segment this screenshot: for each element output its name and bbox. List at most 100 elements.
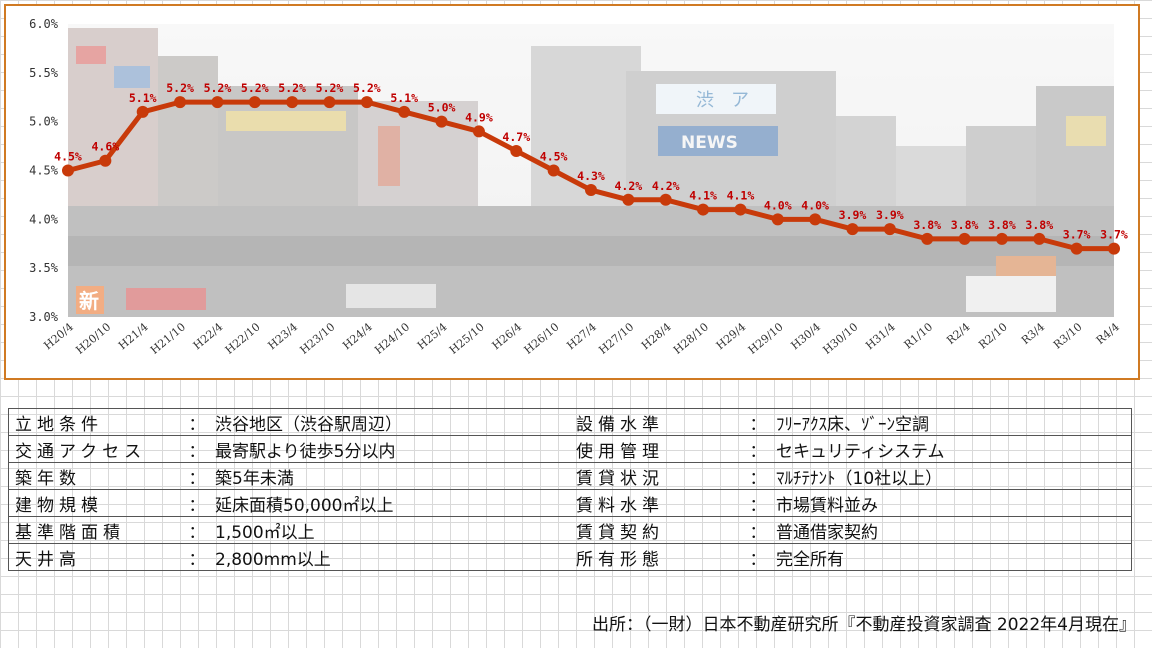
x-tick-label: H28/10	[671, 320, 711, 357]
y-tick-label: 5.5%	[29, 66, 59, 80]
spec-colon: ：	[749, 522, 767, 543]
data-label: 3.9%	[876, 208, 904, 222]
data-point	[174, 96, 187, 109]
x-tick-label: H22/4	[191, 320, 226, 352]
spec-row: 天井高 ： 2,800mm以上	[9, 544, 570, 570]
x-tick-label: H26/10	[522, 320, 562, 357]
spec-colon: ：	[749, 468, 767, 489]
x-tick-label: H25/10	[447, 320, 487, 357]
spec-value: 完全所有	[776, 549, 844, 570]
data-point	[510, 144, 523, 157]
data-label: 5.2%	[278, 81, 306, 95]
data-point	[697, 203, 710, 216]
bg-car	[996, 256, 1056, 276]
spec-label: 所有形態	[576, 549, 664, 570]
spec-row: 基準階面積 ： 1,500㎡以上	[9, 517, 570, 544]
bg-sign	[658, 126, 778, 156]
chart-frame: 渋 ア NEWS 新 6.0% 5.5% 5.0% 4.5% 4.0% 3.5% 3.0% …	[4, 4, 1140, 380]
data-label: 4.5%	[54, 150, 82, 164]
bg-building	[158, 56, 218, 226]
spec-label: 基準階面積	[15, 522, 125, 543]
spec-colon: ：	[188, 468, 206, 489]
data-point	[659, 193, 672, 206]
data-point	[883, 223, 896, 236]
data-label: 3.8%	[1025, 218, 1053, 232]
spec-colon: ：	[188, 522, 206, 543]
spec-label: 立地条件	[15, 414, 103, 435]
data-label: 3.9%	[839, 208, 867, 222]
spec-row: 設備水準 ： ﾌﾘｰｱｸｽ床、ｿﾞｰﾝ空調	[570, 409, 1131, 436]
spec-row: 築年数 ： 築5年未満	[9, 463, 570, 490]
x-tick-label: R3/10	[1051, 320, 1085, 351]
bg-building	[378, 126, 400, 186]
y-tick-label: 4.5%	[29, 164, 59, 178]
bg-building	[226, 111, 346, 131]
x-tick-label: H30/10	[820, 320, 860, 357]
data-label: 5.2%	[353, 81, 381, 95]
x-tick-label: R2/10	[976, 320, 1010, 351]
x-tick-label: H27/10	[596, 320, 636, 357]
x-tick-label: H24/4	[340, 320, 375, 352]
data-label: 4.0%	[801, 198, 829, 212]
data-labels: 4.5% 4.6% 5.1% 5.2% 5.2% 5.2% 5.2% 5.2% 5.2% 5.1%…	[54, 81, 1128, 242]
bg-sign-text: 渋	[696, 90, 714, 111]
x-tick-label: H20/4	[41, 320, 76, 352]
spec-value: 延床面積50,000㎡以上	[215, 495, 394, 516]
bg-sign-text: NEWS	[681, 133, 738, 153]
background-photo: 渋 ア NEWS 新	[68, 24, 1114, 317]
data-point	[958, 232, 971, 245]
x-tick-label: R3/4	[1019, 320, 1047, 347]
spec-row: 賃貸契約 ： 普通借家契約	[570, 517, 1131, 544]
y-tick-label: 6.0%	[29, 17, 59, 31]
spec-row: 使用管理 ： セキュリティシステム	[570, 436, 1131, 463]
x-tick-label: H24/10	[372, 320, 412, 357]
data-label: 4.2%	[652, 179, 680, 193]
data-label: 3.8%	[951, 218, 979, 232]
data-point	[921, 232, 934, 245]
spec-table: 立地条件 ： 渋谷地区（渋谷駅周辺） 交通アクセス ： 最寄駅より徒歩5分以内築年数 ： 築5…	[8, 408, 1132, 571]
data-label: 4.7%	[502, 130, 530, 144]
x-tick-label: H23/10	[297, 320, 337, 357]
spec-label: 使用管理	[576, 441, 664, 462]
data-point	[622, 193, 635, 206]
data-label: 5.2%	[316, 81, 344, 95]
data-point	[211, 96, 224, 109]
bg-badge	[76, 286, 104, 314]
spec-row: 建物規模 ： 延床面積50,000㎡以上	[9, 490, 570, 517]
data-label: 5.1%	[390, 91, 418, 105]
data-label: 4.3%	[577, 169, 605, 183]
data-point	[809, 213, 822, 226]
bg-building	[76, 46, 106, 64]
spec-colon: ：	[188, 549, 206, 570]
spec-row: 所有形態 ： 完全所有	[570, 544, 1131, 570]
spec-colon: ：	[188, 495, 206, 516]
data-point	[585, 184, 597, 197]
x-tick-label: H20/10	[73, 320, 113, 357]
data-label: 3.8%	[913, 218, 941, 232]
data-label: 3.8%	[988, 218, 1016, 232]
data-label: 5.2%	[204, 81, 232, 95]
spec-colon: ：	[749, 441, 767, 462]
spec-value: 最寄駅より徒歩5分以内	[215, 441, 396, 462]
data-point	[547, 164, 560, 177]
x-tick-label: H29/10	[746, 320, 786, 357]
spec-row: 立地条件 ： 渋谷地区（渋谷駅周辺）	[9, 409, 570, 436]
spec-row: 交通アクセス ： 最寄駅より徒歩5分以内	[9, 436, 570, 463]
spec-value: 築5年未満	[215, 468, 294, 489]
data-point	[1033, 232, 1046, 245]
x-tick-label: H21/10	[148, 320, 188, 357]
bg-car	[346, 284, 436, 308]
data-label: 4.6%	[92, 140, 120, 154]
data-point	[136, 105, 149, 118]
spec-label: 築年数	[15, 468, 81, 489]
bg-car	[126, 288, 206, 310]
data-label: 4.0%	[764, 198, 792, 212]
data-point	[995, 232, 1008, 245]
data-point	[398, 105, 411, 118]
data-point	[1070, 242, 1083, 255]
spec-label: 賃貸契約	[576, 522, 664, 543]
data-point	[99, 154, 112, 167]
data-label: 4.2%	[615, 179, 643, 193]
bg-building	[1066, 116, 1106, 146]
